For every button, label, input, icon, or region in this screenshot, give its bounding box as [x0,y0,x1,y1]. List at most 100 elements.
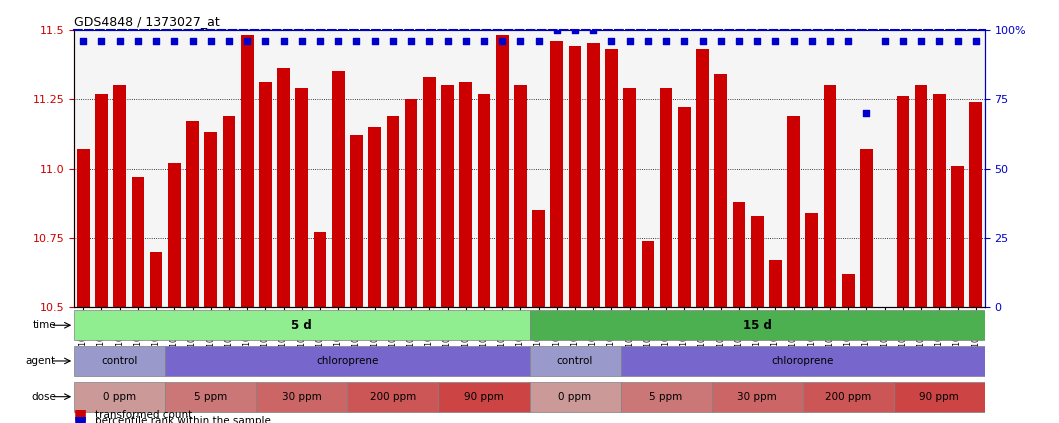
Point [804,37,821,44]
Bar [277,69,290,308]
Point [184,37,201,44]
Bar [642,241,654,308]
Bar [824,85,837,308]
Text: 0 ppm: 0 ppm [103,392,137,402]
Point [257,37,274,44]
Point [129,37,146,44]
Bar [933,93,946,308]
Point [822,37,839,44]
Bar [878,308,891,313]
Point [585,26,602,33]
Bar [460,82,472,308]
FancyBboxPatch shape [803,382,894,412]
Bar [587,44,599,308]
Point [420,37,437,44]
Text: 200 ppm: 200 ppm [370,392,416,402]
Point [549,26,566,33]
Text: ■: ■ [74,407,87,422]
Point [439,37,456,44]
FancyBboxPatch shape [530,346,621,376]
Bar [131,177,144,308]
FancyBboxPatch shape [347,382,438,412]
Bar [951,166,964,308]
Bar [95,93,108,308]
Text: control: control [102,356,138,366]
Point [93,37,110,44]
Point [202,37,219,44]
Point [713,37,730,44]
Bar [222,116,235,308]
Point [275,37,292,44]
Point [640,37,657,44]
Point [676,37,693,44]
Point [876,37,893,44]
Point [402,37,419,44]
Point [75,37,92,44]
Point [949,37,966,44]
Text: transformed count: transformed count [95,409,193,420]
Bar [751,216,764,308]
Point [166,37,183,44]
Point [384,37,401,44]
Point [895,37,912,44]
Point [348,37,365,44]
FancyBboxPatch shape [712,382,803,412]
Point [931,37,948,44]
Point [731,37,748,44]
Point [767,37,784,44]
Bar [77,149,90,308]
Bar [533,210,545,308]
Bar [551,41,563,308]
Text: 5 ppm: 5 ppm [194,392,228,402]
Point [858,110,875,116]
FancyBboxPatch shape [74,382,165,412]
Bar [442,85,454,308]
Point [967,37,984,44]
Point [603,37,620,44]
Bar [295,88,308,308]
Point [111,37,128,44]
Bar [842,274,855,308]
Point [511,37,528,44]
Bar [715,74,728,308]
Point [293,37,310,44]
FancyBboxPatch shape [74,310,530,340]
Point [785,37,802,44]
Bar [331,71,344,308]
Point [749,37,766,44]
Bar [624,88,636,308]
Bar [569,46,581,308]
Text: 90 ppm: 90 ppm [919,392,959,402]
Text: control: control [557,356,593,366]
Bar [769,260,782,308]
Point [694,37,711,44]
Bar [969,102,982,308]
Bar [660,88,672,308]
FancyBboxPatch shape [438,382,530,412]
Point [658,37,675,44]
Bar [369,127,381,308]
Bar [806,213,819,308]
Bar [733,202,746,308]
Point [220,37,237,44]
Text: percentile rank within the sample: percentile rank within the sample [95,416,271,423]
Point [311,37,328,44]
Bar [313,232,326,308]
Text: ■: ■ [74,414,87,423]
Text: time: time [32,320,56,330]
FancyBboxPatch shape [621,382,712,412]
Text: agent: agent [25,356,56,366]
Point [567,26,584,33]
Bar [149,252,162,308]
Bar [351,135,363,308]
Text: 15 d: 15 d [742,319,772,332]
Bar [204,132,217,308]
Bar [387,116,399,308]
FancyBboxPatch shape [621,346,985,376]
Text: 30 ppm: 30 ppm [737,392,777,402]
Point [913,37,930,44]
Bar [605,49,617,308]
Point [329,37,346,44]
Bar [240,35,253,308]
Bar [186,121,199,308]
